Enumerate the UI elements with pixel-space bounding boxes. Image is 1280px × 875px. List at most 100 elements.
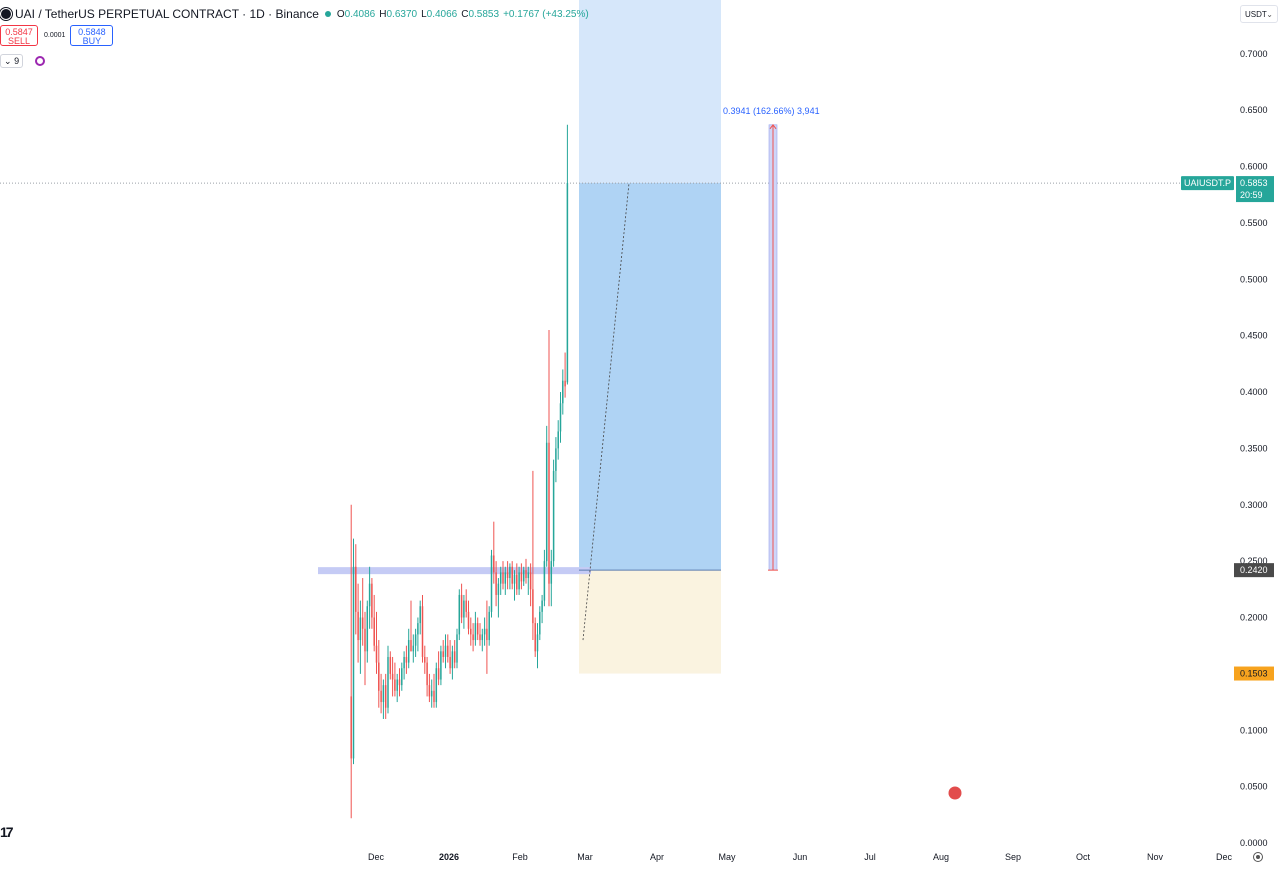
- candle-body[interactable]: [527, 572, 530, 579]
- candle-body[interactable]: [421, 606, 424, 657]
- candle-body[interactable]: [543, 561, 546, 601]
- candle-body[interactable]: [550, 561, 553, 584]
- candle-body[interactable]: [463, 600, 465, 618]
- candle-body[interactable]: [534, 623, 536, 652]
- candle-body[interactable]: [366, 606, 369, 652]
- candle-body[interactable]: [384, 685, 387, 708]
- candle-body[interactable]: [403, 656, 405, 669]
- candle-body[interactable]: [396, 679, 398, 691]
- candle-body[interactable]: [442, 651, 444, 657]
- settings-icon[interactable]: [1253, 852, 1263, 862]
- candle-body[interactable]: [382, 685, 385, 703]
- candle-body[interactable]: [516, 574, 518, 590]
- profit-zone-upper[interactable]: [579, 0, 721, 184]
- candle-body[interactable]: [474, 623, 477, 641]
- stop-price-tag[interactable]: [1234, 666, 1274, 681]
- candle-body[interactable]: [453, 651, 456, 663]
- candle-body[interactable]: [541, 600, 543, 612]
- candle-body[interactable]: [509, 566, 511, 579]
- candle-body[interactable]: [368, 583, 371, 607]
- candle-body[interactable]: [545, 442, 548, 562]
- candle-body[interactable]: [532, 589, 534, 624]
- candle-body[interactable]: [513, 574, 516, 584]
- candle-body[interactable]: [405, 656, 408, 663]
- candle-body[interactable]: [437, 668, 440, 680]
- entry-price-tag[interactable]: [1234, 563, 1274, 578]
- candle-body[interactable]: [359, 617, 362, 641]
- candle-body[interactable]: [387, 656, 389, 708]
- candle-body[interactable]: [444, 645, 447, 657]
- candle-body[interactable]: [451, 651, 454, 669]
- candle-body[interactable]: [458, 594, 461, 635]
- tradingview-logo-icon[interactable]: 17: [0, 824, 14, 840]
- candle-body[interactable]: [407, 640, 410, 663]
- candle-body[interactable]: [373, 617, 375, 646]
- candle-body[interactable]: [486, 628, 488, 641]
- candle-body[interactable]: [481, 634, 484, 641]
- candle-body[interactable]: [355, 566, 357, 612]
- candle-body[interactable]: [557, 431, 559, 449]
- sell-button[interactable]: 0.5847 SELL: [0, 25, 38, 46]
- candle-body[interactable]: [465, 600, 467, 612]
- candle-body[interactable]: [483, 628, 486, 635]
- candle-body[interactable]: [456, 634, 458, 663]
- candle-body[interactable]: [449, 656, 451, 669]
- candle-body[interactable]: [520, 572, 523, 582]
- currency-select[interactable]: USDT ⌄: [1240, 5, 1278, 23]
- candle-body[interactable]: [470, 628, 472, 635]
- candle-body[interactable]: [412, 645, 415, 652]
- candle-body[interactable]: [539, 611, 541, 635]
- candle-body[interactable]: [378, 662, 380, 691]
- candle-body[interactable]: [479, 634, 481, 641]
- candle-body[interactable]: [467, 611, 470, 629]
- candle-body[interactable]: [562, 380, 564, 404]
- candle-body[interactable]: [555, 448, 557, 471]
- candle-body[interactable]: [566, 183, 569, 383]
- candle-body[interactable]: [506, 572, 509, 579]
- candle-body[interactable]: [504, 572, 507, 584]
- candle-body[interactable]: [401, 668, 403, 686]
- candle-body[interactable]: [361, 617, 364, 629]
- candle-body[interactable]: [476, 623, 479, 635]
- trend-arrow-line[interactable]: [582, 183, 630, 641]
- candle-body[interactable]: [364, 628, 366, 652]
- candle-body[interactable]: [493, 555, 495, 573]
- candle-body[interactable]: [350, 696, 352, 759]
- candle-body[interactable]: [398, 679, 401, 686]
- candle-body[interactable]: [391, 673, 394, 680]
- candle-body[interactable]: [518, 572, 520, 590]
- event-marker-dot[interactable]: [948, 786, 962, 800]
- candle-body[interactable]: [502, 572, 504, 584]
- candle-body[interactable]: [564, 380, 566, 387]
- indicator-refresh-icon[interactable]: [35, 56, 46, 66]
- candle-body[interactable]: [440, 651, 442, 680]
- candle-body[interactable]: [548, 442, 550, 584]
- candle-body[interactable]: [352, 566, 355, 759]
- candle-body[interactable]: [495, 572, 497, 595]
- candle-body[interactable]: [394, 679, 396, 691]
- resistance-band[interactable]: [318, 567, 591, 575]
- candle-body[interactable]: [490, 555, 493, 612]
- candle-body[interactable]: [417, 623, 419, 635]
- candle-body[interactable]: [460, 594, 463, 618]
- candle-body[interactable]: [472, 634, 474, 641]
- candle-body[interactable]: [552, 470, 555, 562]
- candle-body[interactable]: [499, 572, 502, 584]
- candle-body[interactable]: [529, 572, 532, 590]
- candle-body[interactable]: [426, 662, 428, 686]
- candle-body[interactable]: [428, 685, 431, 697]
- candle-body[interactable]: [371, 583, 373, 618]
- candle-body[interactable]: [375, 645, 378, 663]
- candle-body[interactable]: [536, 634, 539, 652]
- candle-body[interactable]: [389, 656, 392, 674]
- candle-body[interactable]: [430, 690, 433, 697]
- candle-body[interactable]: [419, 606, 421, 624]
- candle-body[interactable]: [433, 690, 435, 703]
- candle-body[interactable]: [559, 403, 562, 432]
- candle-body[interactable]: [497, 583, 500, 595]
- candle-body[interactable]: [522, 570, 525, 582]
- symbol-title[interactable]: UAI / TetherUS PERPETUAL CONTRACT · 1D ·…: [15, 7, 319, 21]
- buy-button[interactable]: 0.5848 BUY: [70, 25, 114, 46]
